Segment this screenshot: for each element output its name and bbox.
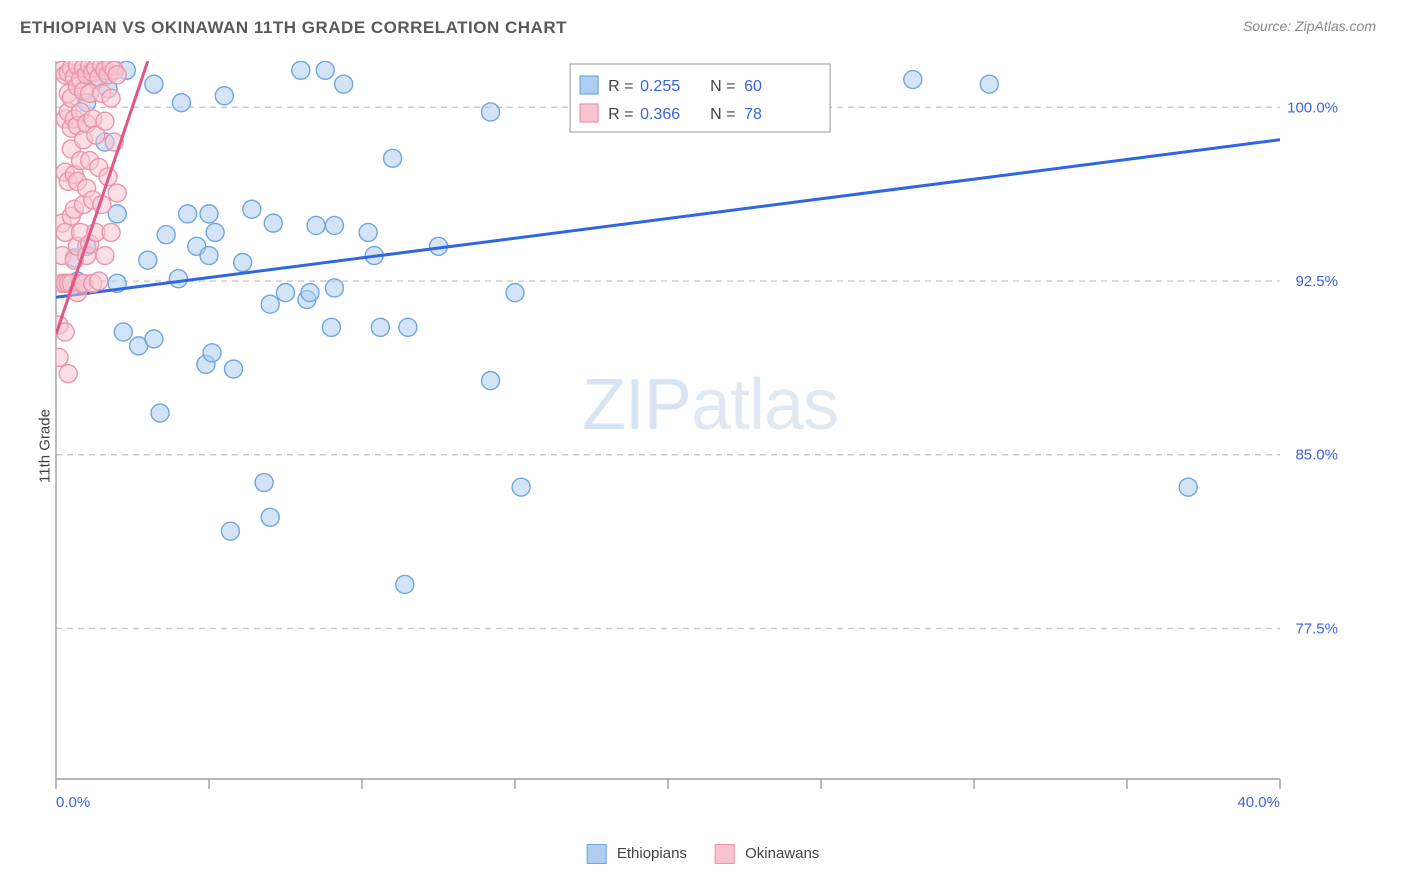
scatter-chart: 77.5% 85.0% 92.5% 100.0% 0.0% 40.0% R = 0.255 N … [50, 55, 1370, 815]
plot-area: 77.5% 85.0% 92.5% 100.0% 0.0% 40.0% R = 0.255 N … [50, 55, 1370, 815]
svg-text:R =: R = [608, 78, 633, 95]
svg-text:92.5%: 92.5% [1295, 273, 1338, 290]
svg-text:85.0%: 85.0% [1295, 447, 1338, 464]
svg-text:78: 78 [744, 106, 762, 123]
legend-item-okinawans: Okinawans [715, 844, 819, 864]
svg-text:0.0%: 0.0% [56, 794, 90, 811]
svg-text:N =: N = [710, 106, 735, 123]
svg-text:0.366: 0.366 [640, 106, 680, 123]
svg-text:40.0%: 40.0% [1237, 794, 1280, 811]
svg-text:R =: R = [608, 106, 633, 123]
svg-text:60: 60 [744, 78, 762, 95]
svg-text:100.0%: 100.0% [1287, 99, 1338, 116]
legend-label-ethiopians: Ethiopians [617, 845, 687, 862]
legend-swatch-okinawans [715, 844, 735, 864]
legend-item-ethiopians: Ethiopians [587, 844, 687, 864]
legend-label-okinawans: Okinawans [745, 845, 819, 862]
source-label: Source: ZipAtlas.com [1243, 18, 1376, 34]
chart-title: ETHIOPIAN VS OKINAWAN 11TH GRADE CORRELA… [20, 18, 567, 38]
svg-text:77.5%: 77.5% [1295, 620, 1338, 637]
svg-text:0.255: 0.255 [640, 78, 680, 95]
bottom-legend: Ethiopians Okinawans [587, 844, 820, 864]
svg-text:N =: N = [710, 78, 735, 95]
legend-swatch-ethiopians [587, 844, 607, 864]
